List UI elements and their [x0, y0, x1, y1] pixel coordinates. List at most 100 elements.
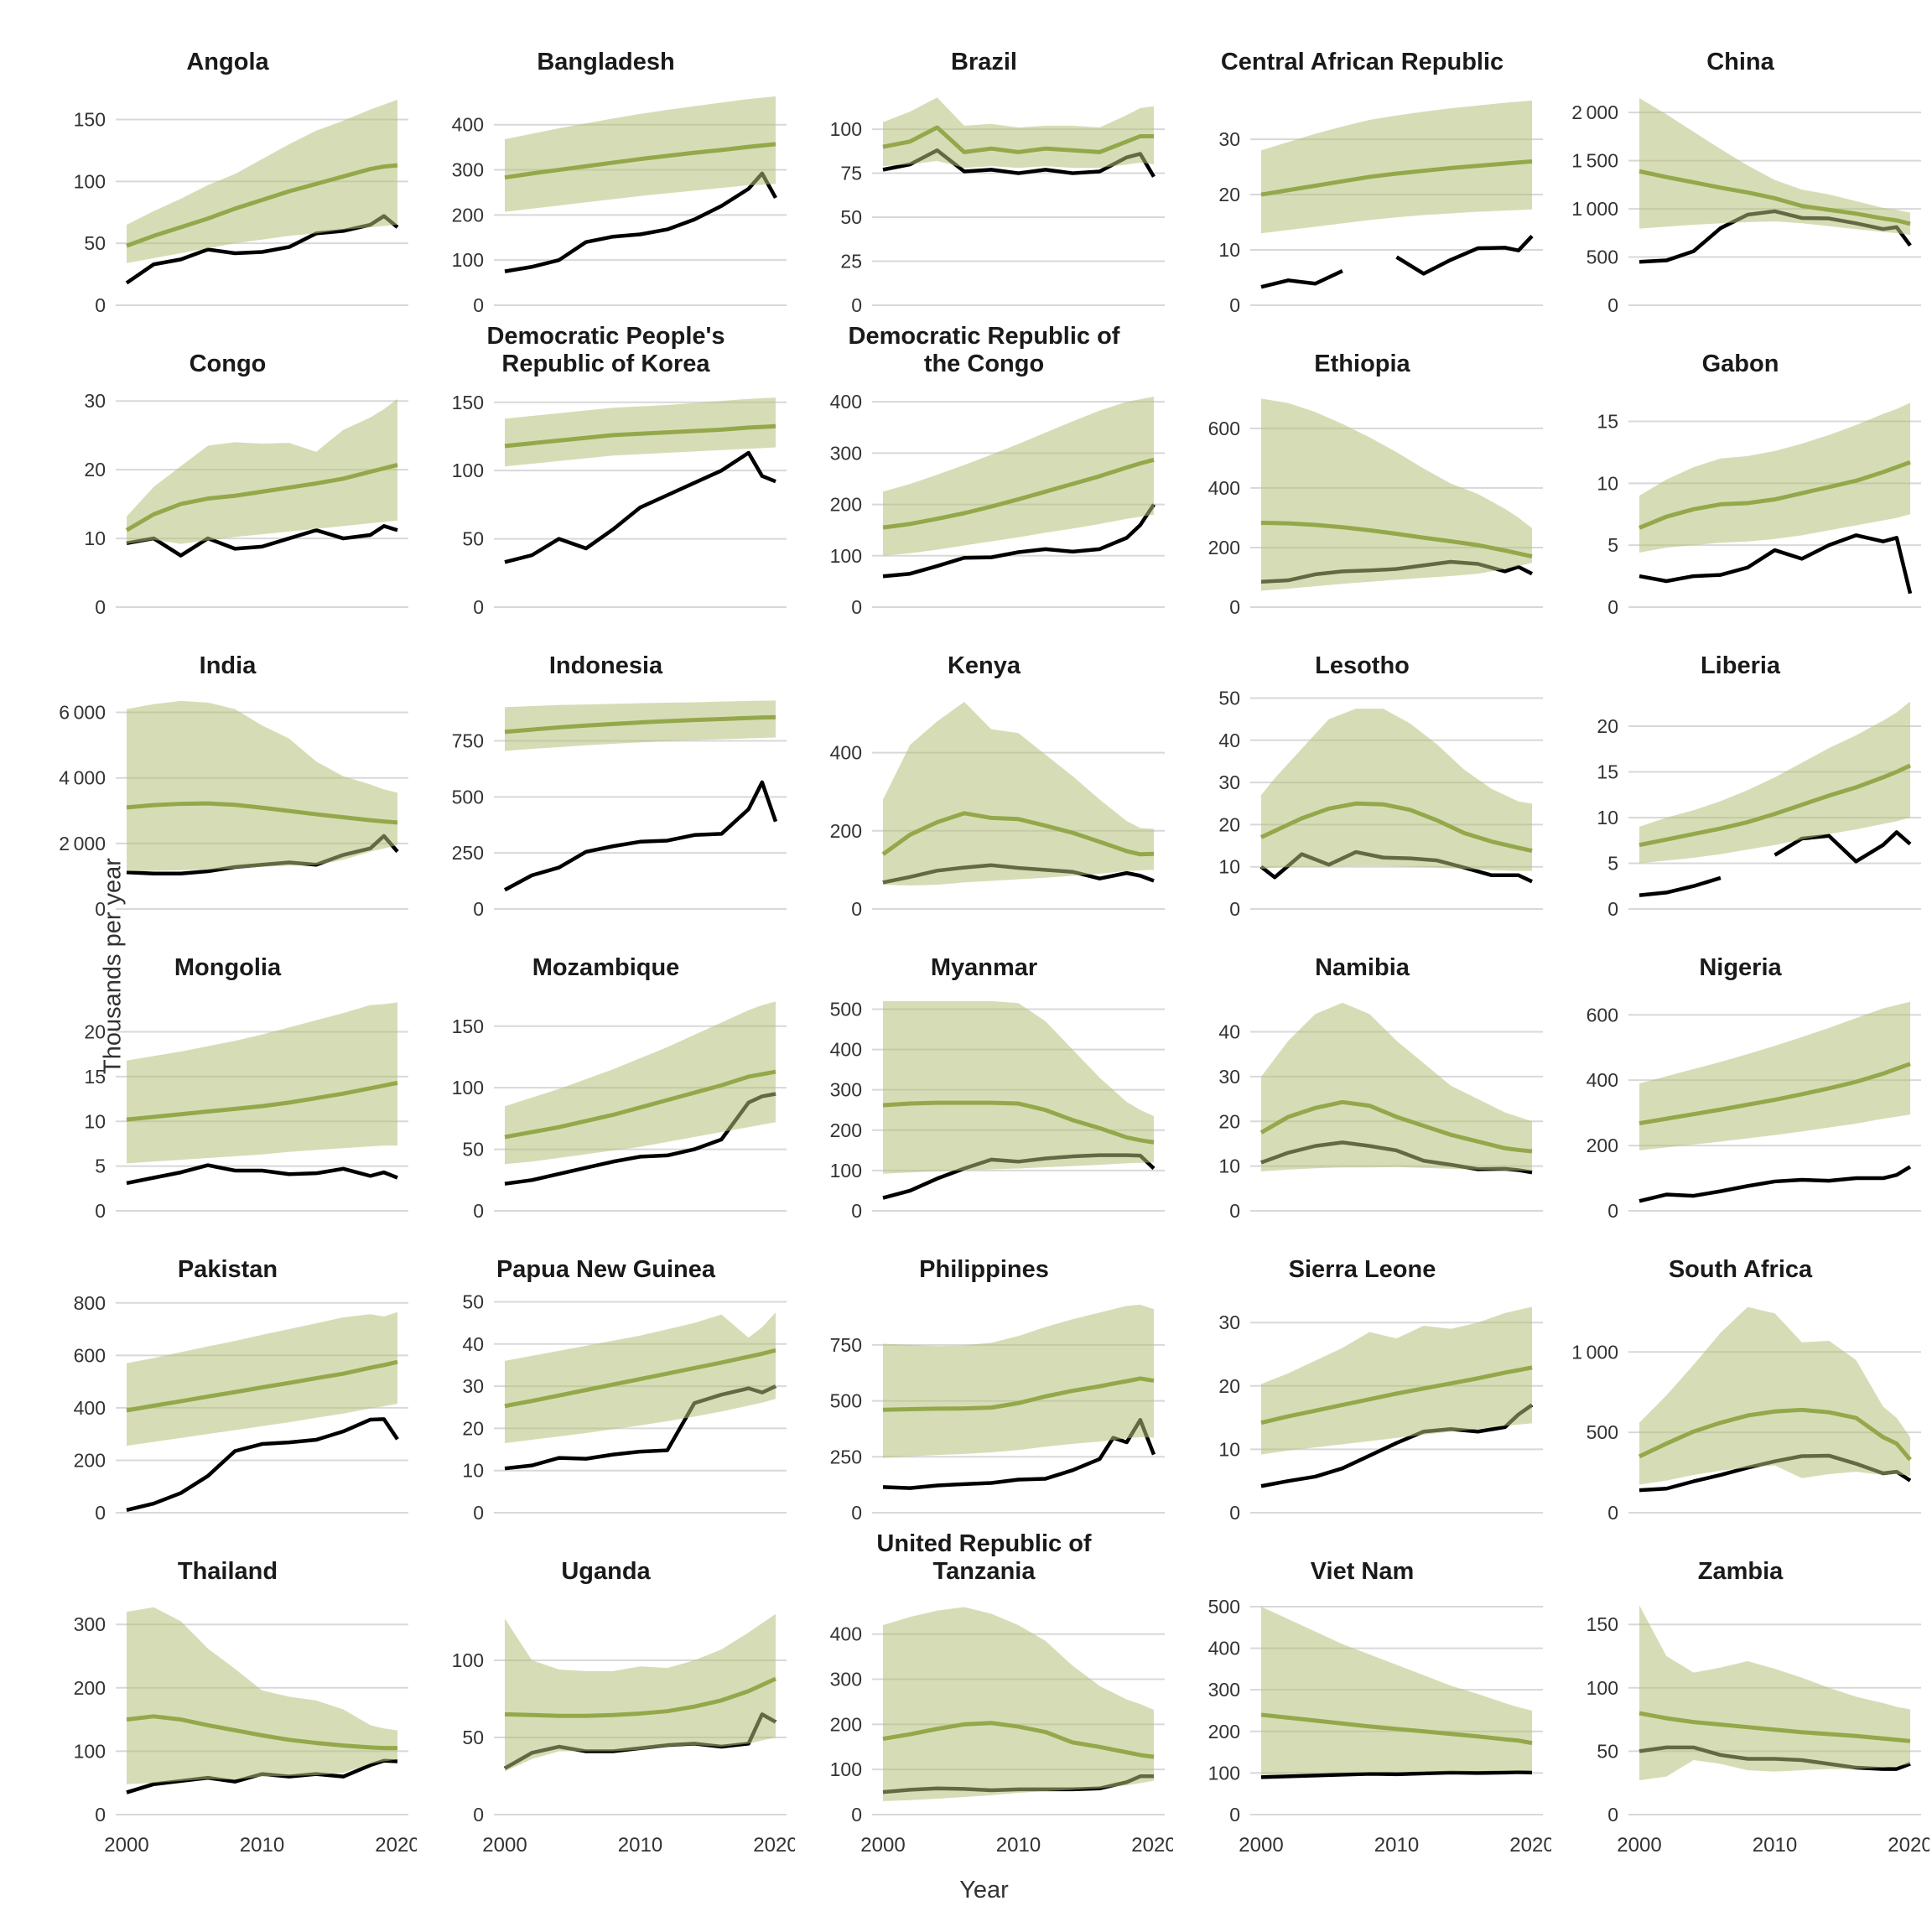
y-tick-label: 0 [851, 1804, 862, 1826]
panel-plot: 0 50 100 150 [452, 392, 787, 615]
y-tick-label: 150 [1587, 1613, 1618, 1635]
panel-congo: Congo 0 10 20 30 [39, 314, 417, 615]
y-tick-label: 100 [830, 118, 862, 140]
y-tick-label: 0 [473, 898, 484, 917]
panel-central-african-republic: Central African Republic 0 10 20 30 [1173, 12, 1551, 314]
panel-title: United Republic of Tanzania [876, 1530, 1092, 1585]
y-tick-label: 750 [830, 1334, 862, 1356]
notified-line [1260, 269, 1343, 289]
notified-line [126, 524, 398, 558]
notified-line [504, 450, 776, 564]
y-tick-label: 0 [851, 1502, 862, 1521]
y-tick-label: 30 [84, 390, 106, 412]
estimate-line [882, 1376, 1155, 1412]
panel-plot: 0 100 200 300 400 [452, 96, 787, 314]
y-tick-label: 0 [95, 596, 106, 615]
y-tick-label: 50 [462, 1139, 484, 1161]
y-tick-label: 100 [452, 1077, 484, 1098]
y-tick-label: 500 [1587, 1421, 1618, 1443]
y-tick-label: 20 [1218, 813, 1240, 835]
panel-plot: 0 200 400 600 [1208, 398, 1543, 615]
panel-zambia: Zambia 0 50 100 150 2000 2010 2020 [1551, 1521, 1929, 1862]
estimate-line [1639, 460, 1911, 530]
y-tick-label: 0 [1607, 898, 1618, 917]
y-tick-label: 0 [851, 1200, 862, 1219]
panel-liberia: Liberia 0 5 10 15 20 [1551, 615, 1929, 917]
x-axis-title: Year [959, 1877, 1009, 1903]
y-tick-label: 10 [84, 1110, 106, 1132]
y-tick-label: 0 [1229, 1200, 1240, 1219]
uncertainty-band [1261, 398, 1532, 591]
estimate-line [1259, 1099, 1533, 1154]
panel-title: India [199, 652, 257, 679]
y-tick-label: 750 [452, 730, 484, 751]
x-tick-label: 2020 [375, 1834, 417, 1857]
uncertainty-band [127, 1002, 397, 1164]
y-tick-label: 300 [830, 1669, 862, 1690]
uncertainty-band [1639, 402, 1910, 553]
estimate-line [1639, 1062, 1911, 1126]
panel-plot: 0 10 20 30 40 50 [1218, 689, 1543, 917]
y-tick-label: 100 [830, 1160, 862, 1182]
estimate-line [1260, 1365, 1533, 1426]
y-tick-label: 0 [473, 1200, 484, 1219]
y-tick-label: 0 [95, 1200, 106, 1219]
y-tick-label: 200 [830, 1119, 862, 1141]
y-tick-label: 100 [1587, 1677, 1618, 1699]
y-tick-label: 400 [830, 742, 862, 764]
panel-plot: 0 2 000 4 000 6 000 [59, 700, 408, 917]
y-tick-label: 25 [840, 251, 862, 273]
panel-title: Sierra Leone [1288, 1255, 1436, 1283]
y-tick-label: 0 [95, 898, 106, 917]
y-tick-label: 40 [462, 1333, 484, 1355]
y-tick-label: 500 [452, 786, 484, 808]
uncertainty-band [1261, 1002, 1532, 1172]
y-tick-label: 300 [830, 442, 862, 464]
estimate-line [1260, 158, 1533, 197]
x-tick-label: 2010 [1753, 1834, 1797, 1857]
y-tick-label: 500 [830, 998, 862, 1020]
y-tick-label: 200 [830, 494, 862, 516]
estimate-line [126, 163, 398, 248]
panel-title: Myanmar [930, 953, 1038, 981]
y-tick-label: 30 [1218, 1311, 1240, 1333]
panel-title: Democratic People's Republic of Korea [486, 323, 725, 377]
y-tick-label: 200 [1587, 1135, 1618, 1156]
uncertainty-band [127, 1311, 397, 1446]
panel-bangladesh: Bangladesh 0 100 200 300 400 [417, 12, 795, 314]
panel-title: Mozambique [532, 953, 680, 981]
x-tick-label: 2010 [1374, 1834, 1419, 1857]
uncertainty-band [1639, 701, 1910, 864]
y-tick-label: 100 [452, 249, 484, 271]
y-tick-label: 20 [1218, 1110, 1240, 1132]
y-tick-label: 100 [74, 1740, 106, 1762]
y-tick-label: 400 [452, 114, 484, 136]
panel-title: South Africa [1668, 1255, 1813, 1283]
estimate-line [126, 801, 398, 825]
y-tick-label: 0 [1607, 1804, 1618, 1826]
y-tick-label: 50 [84, 232, 106, 254]
panel-plot: 0 50 100 150 [74, 99, 408, 314]
estimate-line [126, 1359, 398, 1413]
panel-plot: 0 5 10 15 20 [84, 1002, 408, 1219]
y-tick-label: 50 [462, 1293, 484, 1313]
panel-title: Uganda [561, 1557, 651, 1585]
panel-title: Democratic Republic of the Congo [848, 323, 1120, 377]
uncertainty-band [883, 1000, 1154, 1174]
estimate-line [881, 811, 1155, 857]
uncertainty-band [1639, 1605, 1910, 1781]
estimate-line [882, 1721, 1155, 1759]
y-tick-label: 300 [452, 159, 484, 181]
y-tick-label: 0 [851, 294, 862, 314]
y-tick-label: 400 [1208, 477, 1240, 499]
panel-title: Papua New Guinea [496, 1255, 716, 1283]
y-tick-label: 0 [1607, 294, 1618, 314]
estimate-line [1639, 169, 1911, 226]
estimate-line [504, 142, 776, 180]
y-tick-label: 2 000 [1571, 101, 1618, 123]
notified-line [1639, 533, 1913, 595]
panel-india: India 0 2 000 4 000 6 000 [39, 615, 417, 917]
panel-mozambique: Mozambique 0 50 100 150 [417, 917, 795, 1219]
y-tick-label: 150 [74, 108, 106, 130]
panel-united-republic-of-tanzania: United Republic of Tanzania 0 100 200 300 400… [795, 1521, 1173, 1862]
